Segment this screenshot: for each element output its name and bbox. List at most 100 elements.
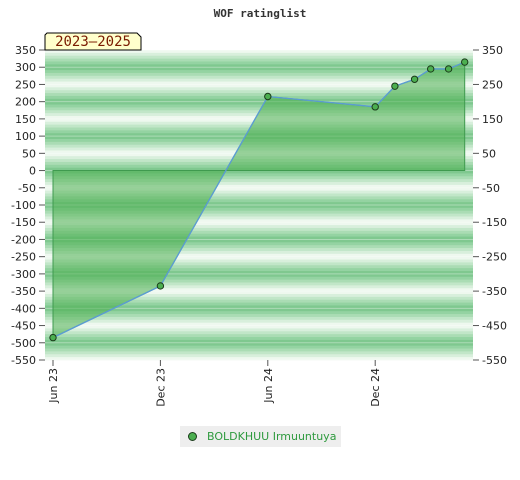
background-band xyxy=(45,334,473,338)
background-band xyxy=(45,173,473,177)
background-band xyxy=(45,322,473,327)
background-band xyxy=(45,239,473,243)
background-band xyxy=(45,279,473,283)
y-tick-label-left: 200 xyxy=(15,96,36,109)
data-point xyxy=(264,92,272,101)
background-band xyxy=(45,331,473,335)
y-tick-label-right: 50 xyxy=(482,147,496,160)
background-band xyxy=(45,342,473,347)
background-band xyxy=(45,104,473,108)
background-band xyxy=(45,314,473,318)
y-tick-label-left: -300 xyxy=(11,268,36,281)
background-band xyxy=(45,288,473,292)
background-band xyxy=(45,179,473,183)
background-band xyxy=(45,276,473,281)
data-point xyxy=(49,333,57,342)
background-band xyxy=(45,72,473,77)
background-band xyxy=(45,319,473,324)
x-tick-label: Dec 24 xyxy=(369,368,382,407)
background-band xyxy=(45,250,473,255)
y-tick-label-right: -250 xyxy=(482,251,507,264)
data-point xyxy=(410,75,419,83)
background-band xyxy=(45,245,473,249)
background-band xyxy=(45,219,473,223)
background-band xyxy=(45,308,473,312)
background-band xyxy=(45,55,473,60)
background-band xyxy=(45,90,473,94)
period-badge-box xyxy=(44,32,142,51)
background-band xyxy=(45,233,473,238)
y-tick-label-right: -450 xyxy=(482,320,507,333)
background-band xyxy=(45,311,473,315)
background-band xyxy=(45,253,473,258)
y-tick-label-left: -250 xyxy=(11,251,36,264)
background-band xyxy=(45,227,473,232)
data-point xyxy=(461,58,469,66)
background-band xyxy=(45,107,473,111)
y-axis-right: 350 250 150 50 -50 -150 -250 -350 -450 -550 xyxy=(473,44,507,367)
point-layer xyxy=(49,58,469,342)
legend-marker xyxy=(188,432,197,441)
background-band xyxy=(45,351,473,355)
y-tick-label-right: -350 xyxy=(482,285,507,298)
background-band xyxy=(45,248,473,252)
y-tick-label-right: -50 xyxy=(482,182,500,195)
background-band xyxy=(45,205,473,209)
y-tick-label-left: 0 xyxy=(29,165,36,178)
y-tick-label-left: 100 xyxy=(15,130,36,143)
background-band xyxy=(45,176,473,180)
y-tick-label-left: 50 xyxy=(22,147,36,160)
y-tick-label-left: -550 xyxy=(11,354,36,367)
background-band xyxy=(45,87,473,91)
background-band xyxy=(45,81,473,85)
data-point xyxy=(156,282,165,290)
y-tick-label-right: 250 xyxy=(482,78,503,91)
background-band xyxy=(45,58,473,62)
background-band xyxy=(45,305,473,309)
background-band xyxy=(45,302,473,306)
y-tick-label-left: -50 xyxy=(18,182,36,195)
y-tick-label-left: 350 xyxy=(15,44,36,57)
x-tick-label: Jun 23 xyxy=(47,368,60,404)
y-tick-label-left: -500 xyxy=(11,337,36,350)
y-tick-label-left: -400 xyxy=(11,302,36,315)
data-point xyxy=(391,82,399,90)
background-band xyxy=(45,95,473,100)
background-band xyxy=(45,296,473,301)
y-tick-label-left: -150 xyxy=(11,216,36,229)
background-band xyxy=(45,242,473,246)
y-tick-label-left: 250 xyxy=(15,78,36,91)
background-band xyxy=(45,291,473,295)
background-band xyxy=(45,236,473,240)
y-tick-label-left: -100 xyxy=(11,199,36,212)
background-band xyxy=(45,84,473,88)
background-band xyxy=(45,93,473,97)
y-tick-label-right: 350 xyxy=(482,44,503,57)
background-band xyxy=(45,101,473,106)
background-band xyxy=(45,285,473,289)
legend-label: BOLDKHUU Irmuuntuya xyxy=(207,430,337,443)
background-band xyxy=(45,225,473,229)
background-band xyxy=(45,268,473,272)
background-band xyxy=(45,325,473,329)
background-band xyxy=(45,259,473,263)
data-point xyxy=(426,65,435,73)
background-band xyxy=(45,316,473,321)
period-badge-label: 2023–2025 xyxy=(55,34,131,50)
y-tick-label-left: -450 xyxy=(11,320,36,333)
y-tick-label-right: -550 xyxy=(482,354,507,367)
y-tick-label-right: -150 xyxy=(482,216,507,229)
background-band xyxy=(45,75,473,80)
y-axis-left: 350 300 250 200 150 100 50 0 -50 -100 -150 -200 -250… xyxy=(11,44,45,367)
data-point xyxy=(371,103,379,111)
background-band xyxy=(45,328,473,332)
background-band xyxy=(45,299,473,304)
background-band xyxy=(45,199,473,203)
y-tick-label-left: 150 xyxy=(15,113,36,126)
background-band xyxy=(45,52,473,57)
background-band xyxy=(45,184,473,189)
background-band xyxy=(45,282,473,286)
background-band xyxy=(45,78,473,83)
background-band xyxy=(45,230,473,235)
